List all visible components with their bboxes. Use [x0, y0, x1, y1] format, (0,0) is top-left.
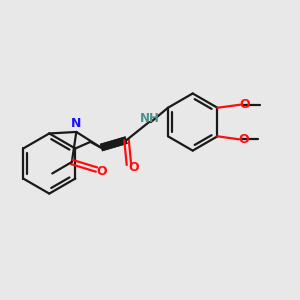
- Text: O: O: [239, 98, 250, 111]
- Text: NH: NH: [140, 112, 160, 125]
- Text: O: O: [238, 133, 249, 146]
- Text: O: O: [97, 164, 107, 178]
- Text: N: N: [71, 117, 82, 130]
- Text: O: O: [128, 161, 139, 174]
